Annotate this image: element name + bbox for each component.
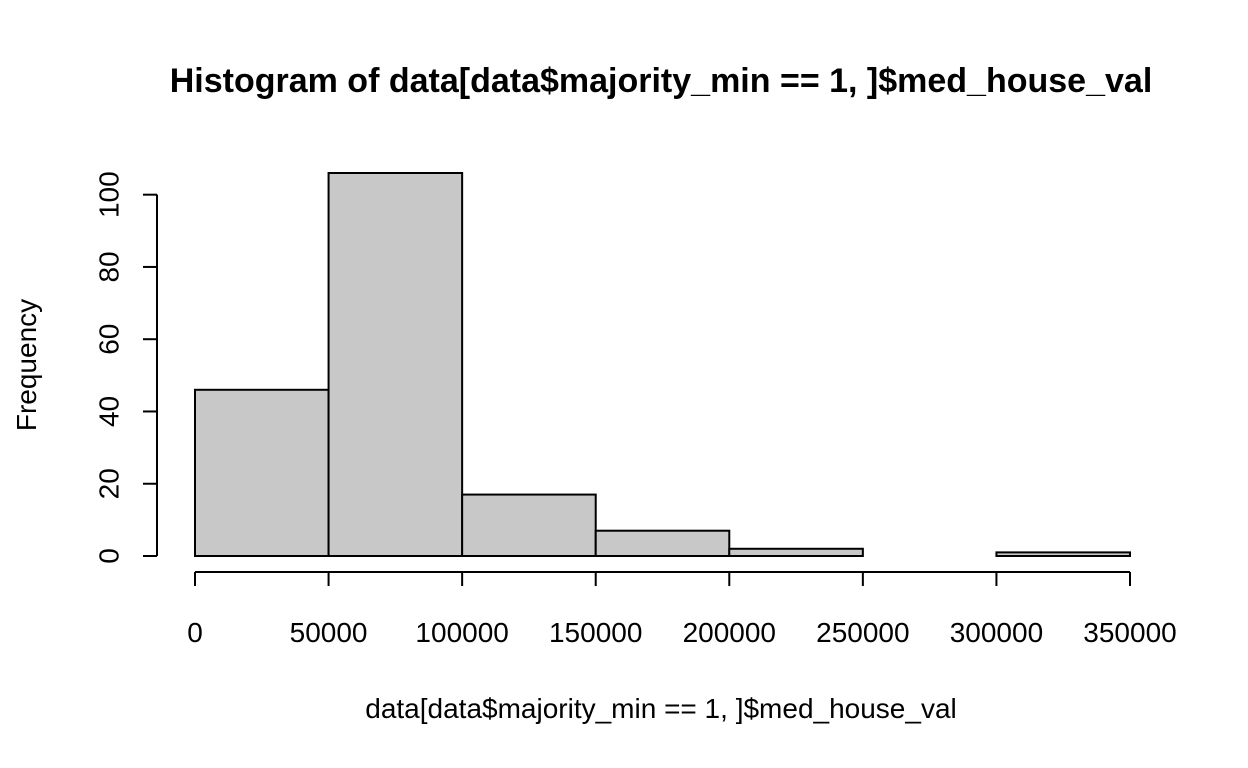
y-tick-label-0: 0 bbox=[94, 548, 125, 564]
histogram-bar-6 bbox=[995, 551, 1132, 557]
y-tick-label-2: 40 bbox=[94, 396, 125, 427]
y-tick-label-4: 80 bbox=[94, 251, 125, 282]
x-tick-label-0: 0 bbox=[187, 617, 203, 648]
y-axis-label: Frequency bbox=[11, 299, 42, 431]
histogram-bar-4 bbox=[728, 547, 864, 557]
y-tick-label-1: 20 bbox=[94, 468, 125, 499]
x-tick-label-5: 250000 bbox=[816, 617, 909, 648]
bars-group bbox=[194, 172, 1132, 557]
x-tick-label-7: 350000 bbox=[1083, 617, 1176, 648]
x-tick-label-4: 200000 bbox=[683, 617, 776, 648]
x-axis-label: data[data$majority_min == 1, ]$med_house… bbox=[365, 693, 957, 724]
histogram-bar-0 bbox=[194, 388, 330, 557]
x-tick-label-3: 150000 bbox=[549, 617, 642, 648]
y-tick-label-3: 60 bbox=[94, 324, 125, 355]
histogram-bar-2 bbox=[461, 493, 597, 557]
y-tick-label-5: 100 bbox=[94, 171, 125, 218]
histogram-bar-1 bbox=[327, 172, 464, 557]
y-axis: 0 20 40 60 80 100 bbox=[94, 171, 158, 564]
x-axis: 0 50000 100000 150000 200000 250000 300000 3500… bbox=[187, 571, 1177, 648]
histogram-bar-3 bbox=[594, 529, 731, 557]
x-tick-label-2: 100000 bbox=[415, 617, 508, 648]
x-tick-label-6: 300000 bbox=[950, 617, 1043, 648]
chart-title: Histogram of data[data$majority_min == 1… bbox=[170, 62, 1153, 100]
x-tick-label-1: 50000 bbox=[290, 617, 368, 648]
